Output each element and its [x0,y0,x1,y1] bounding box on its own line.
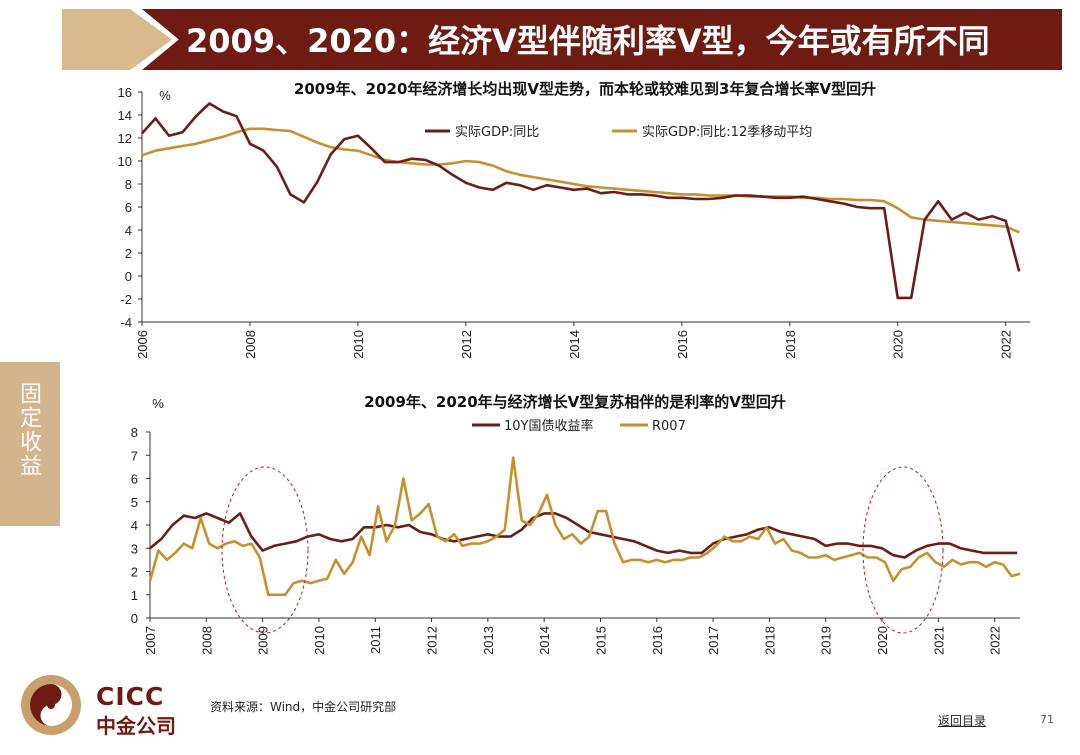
y-axis-unit: % [159,88,171,103]
x-tick-label: 2018 [762,626,777,655]
y-tick-label: -2 [120,292,132,307]
x-tick-label: 2014 [567,330,582,359]
y-tick-label: 6 [131,472,138,487]
x-tick-label: 2018 [783,330,798,359]
y-tick-label: 14 [118,108,132,123]
x-tick-label: 2014 [537,626,552,655]
section-tab [0,362,60,526]
x-tick-label: 2022 [999,330,1014,359]
x-tick-label: 2008 [243,330,258,359]
x-tick-label: 2010 [312,626,327,655]
y-tick-label: 16 [118,85,132,100]
page-title: 2009、2020：经济V型伴随利率V型，今年或有所不同 [186,22,990,60]
y-tick-label: 7 [131,448,138,463]
y-tick-label: 6 [125,200,132,215]
logo-text-en: CICC [96,682,165,711]
x-tick-label: 2006 [135,330,150,359]
chart-title: 2009年、2020年与经济增长V型复苏相伴的是利率的V型回升 [364,393,786,411]
legend: 10Y国债收益率 R007 [472,418,686,434]
section-tab-label: 固定收益 [16,382,41,478]
y-tick-label: 1 [131,588,138,603]
x-tick-label: 2020 [875,626,890,655]
y-tick-label: 8 [131,425,138,440]
gdp-growth-chart: 2009年、2020年经济增长均出现V型走势，而本轮或较难见到3年复合增长率V型… [118,80,1030,359]
x-tick-label: 2013 [481,626,496,655]
legend-label-gdp: 实际GDP:同比 [455,125,539,140]
rates-chart: 2009年、2020年与经济增长V型复苏相伴的是利率的V型回升 % 8 7 6 5 4 3… [131,393,1021,655]
series-line-r007 [148,456,1021,597]
cicc-logo-icon [21,675,81,735]
source-note: 资料来源：Wind，中金公司研究部 [210,700,397,714]
x-tick-label: 2009 [256,626,271,655]
y-tick-label: 4 [125,223,132,238]
x-tick-label: 2021 [931,626,946,655]
y-tick-label: 2 [131,565,138,580]
series-line-ma [141,127,1020,234]
legend: 实际GDP:同比 实际GDP:同比:12季移动平均 [425,125,812,140]
x-tick-label: 2016 [675,330,690,359]
legend-label-bond: 10Y国债收益率 [504,418,593,434]
legend-label-ma: 实际GDP:同比:12季移动平均 [642,125,812,140]
y-axis-unit: % [152,396,164,411]
x-tick-label: 2012 [459,330,474,359]
y-tick-label: 8 [125,177,132,192]
y-tick-label: 3 [131,541,138,556]
x-tick-label: 2015 [593,626,608,655]
x-tick-label: 2017 [706,626,721,655]
series-line-gdp [141,102,1021,300]
x-tick-label: 2011 [368,626,383,654]
y-tick-label: 0 [131,611,138,626]
x-tick-label: 2020 [891,330,906,359]
y-tick-label: 0 [125,269,132,284]
x-tick-label: 2019 [819,626,834,655]
x-tick-label: 2010 [351,330,366,359]
logo-text-cn: 中金公司 [96,714,176,738]
back-to-contents-link[interactable]: 返回目录 [938,714,987,728]
legend-label-r007: R007 [652,419,686,434]
y-tick-label: 10 [118,154,132,169]
y-tick-label: -4 [120,315,132,330]
x-tick-label: 2007 [143,626,158,655]
y-tick-label: 5 [131,495,138,510]
y-tick-label: 12 [118,131,132,146]
x-tick-label: 2022 [988,626,1003,655]
y-tick-label: 2 [125,246,132,261]
page-number: 71 [1040,713,1054,726]
x-tick-label: 2008 [199,626,214,655]
title-banner [142,9,1062,70]
series-line-bond [149,512,1018,559]
highlight-ellipse-2009 [221,466,309,634]
highlight-ellipse-2020 [862,466,944,634]
chart-title: 2009年、2020年经济增长均出现V型走势，而本轮或较难见到3年复合增长率V型… [294,80,876,98]
x-tick-label: 2016 [650,626,665,655]
x-tick-label: 2012 [425,626,440,655]
y-tick-label: 4 [131,518,138,533]
